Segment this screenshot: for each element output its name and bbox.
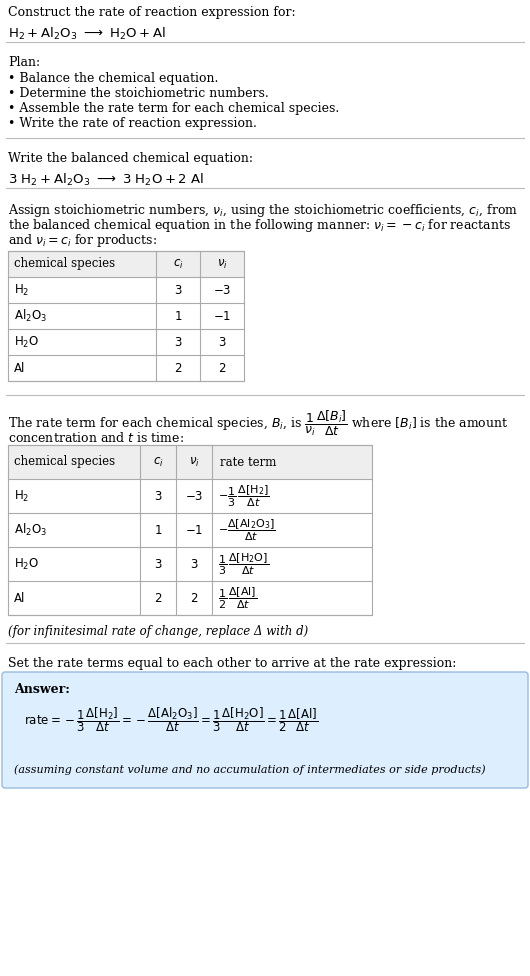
Text: 2: 2 <box>174 361 182 375</box>
FancyBboxPatch shape <box>2 672 528 788</box>
Bar <box>8 251 244 277</box>
Text: 3: 3 <box>218 336 226 348</box>
Text: Plan:: Plan: <box>8 56 40 69</box>
Text: (for infinitesimal rate of change, replace Δ with d): (for infinitesimal rate of change, repla… <box>8 625 308 638</box>
Text: Construct the rate of reaction expression for:: Construct the rate of reaction expressio… <box>8 6 296 19</box>
Text: 3: 3 <box>154 490 162 503</box>
Text: Al: Al <box>14 591 25 604</box>
Text: (assuming constant volume and no accumulation of intermediates or side products): (assuming constant volume and no accumul… <box>14 764 485 775</box>
Text: $\mathrm{H_2}$: $\mathrm{H_2}$ <box>14 282 29 298</box>
Text: Write the balanced chemical equation:: Write the balanced chemical equation: <box>8 152 253 165</box>
Text: rate term: rate term <box>220 456 276 468</box>
Text: 1: 1 <box>174 309 182 322</box>
Text: $\mathrm{H_2O}$: $\mathrm{H_2O}$ <box>14 556 39 572</box>
Text: Assign stoichiometric numbers, $\nu_i$, using the stoichiometric coefficients, $: Assign stoichiometric numbers, $\nu_i$, … <box>8 202 518 219</box>
Text: and $\nu_i = c_i$ for products:: and $\nu_i = c_i$ for products: <box>8 232 157 249</box>
Text: $-3$: $-3$ <box>213 283 231 297</box>
Text: $-1$: $-1$ <box>185 523 203 537</box>
Text: $\mathrm{Al_2O_3}$: $\mathrm{Al_2O_3}$ <box>14 308 47 324</box>
Text: $-1$: $-1$ <box>213 309 231 322</box>
Text: • Assemble the rate term for each chemical species.: • Assemble the rate term for each chemic… <box>8 102 339 115</box>
Text: $\mathrm{H_2}$: $\mathrm{H_2}$ <box>14 488 29 504</box>
Text: 3: 3 <box>174 283 182 297</box>
Bar <box>8 445 372 615</box>
Bar <box>8 251 244 381</box>
Text: Al: Al <box>14 361 25 375</box>
Text: $-\dfrac{1}{3}\,\dfrac{\Delta[\mathrm{H_2}]}{\Delta t}$: $-\dfrac{1}{3}\,\dfrac{\Delta[\mathrm{H_… <box>218 483 270 508</box>
Text: 2: 2 <box>154 591 162 604</box>
Text: 3: 3 <box>190 557 198 571</box>
Text: Set the rate terms equal to each other to arrive at the rate expression:: Set the rate terms equal to each other t… <box>8 657 456 670</box>
Text: the balanced chemical equation in the following manner: $\nu_i = -c_i$ for react: the balanced chemical equation in the fo… <box>8 217 511 234</box>
Text: $-3$: $-3$ <box>185 490 203 503</box>
Text: 2: 2 <box>218 361 226 375</box>
Text: 3: 3 <box>174 336 182 348</box>
Text: • Write the rate of reaction expression.: • Write the rate of reaction expression. <box>8 117 257 130</box>
Bar <box>8 445 372 479</box>
Text: $\dfrac{1}{2}\,\dfrac{\Delta[\mathrm{Al}]}{\Delta t}$: $\dfrac{1}{2}\,\dfrac{\Delta[\mathrm{Al}… <box>218 586 257 611</box>
Text: • Balance the chemical equation.: • Balance the chemical equation. <box>8 72 218 85</box>
Text: $\mathrm{rate} = -\dfrac{1}{3}\dfrac{\Delta[\mathrm{H_2}]}{\Delta t}= -\dfrac{\D: $\mathrm{rate} = -\dfrac{1}{3}\dfrac{\De… <box>24 705 318 734</box>
Text: Answer:: Answer: <box>14 683 70 696</box>
Text: $\nu_i$: $\nu_i$ <box>217 258 227 270</box>
Text: The rate term for each chemical species, $B_i$, is $\dfrac{1}{\nu_i}\dfrac{\Delt: The rate term for each chemical species,… <box>8 409 509 438</box>
Text: 3: 3 <box>154 557 162 571</box>
Text: $\mathrm{H_2O}$: $\mathrm{H_2O}$ <box>14 335 39 349</box>
Text: concentration and $t$ is time:: concentration and $t$ is time: <box>8 431 184 445</box>
Text: $\mathrm{H_2 + Al_2O_3\ \longrightarrow\ H_2O + Al}$: $\mathrm{H_2 + Al_2O_3\ \longrightarrow\… <box>8 26 166 42</box>
Text: $-\dfrac{\Delta[\mathrm{Al_2O_3}]}{\Delta t}$: $-\dfrac{\Delta[\mathrm{Al_2O_3}]}{\Delt… <box>218 517 276 543</box>
Text: 2: 2 <box>190 591 198 604</box>
Text: chemical species: chemical species <box>14 258 115 270</box>
Text: $\dfrac{1}{3}\,\dfrac{\Delta[\mathrm{H_2O}]}{\Delta t}$: $\dfrac{1}{3}\,\dfrac{\Delta[\mathrm{H_2… <box>218 551 269 577</box>
Text: 1: 1 <box>154 523 162 537</box>
Text: $\mathrm{Al_2O_3}$: $\mathrm{Al_2O_3}$ <box>14 522 47 538</box>
Text: $\nu_i$: $\nu_i$ <box>189 456 199 468</box>
Text: • Determine the stoichiometric numbers.: • Determine the stoichiometric numbers. <box>8 87 269 100</box>
Text: $c_i$: $c_i$ <box>153 456 163 468</box>
Text: $c_i$: $c_i$ <box>173 258 183 270</box>
Text: chemical species: chemical species <box>14 456 115 468</box>
Text: $\mathrm{3\ H_2 + Al_2O_3\ \longrightarrow\ 3\ H_2O + 2\ Al}$: $\mathrm{3\ H_2 + Al_2O_3\ \longrightarr… <box>8 172 204 188</box>
